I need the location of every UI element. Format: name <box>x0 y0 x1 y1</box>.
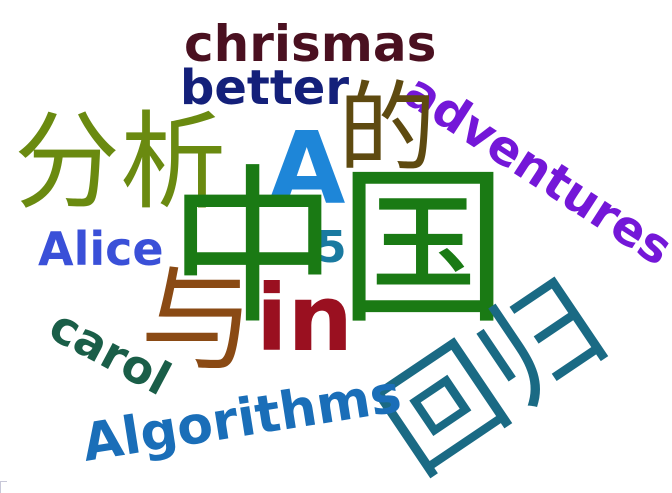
word-chrismas: chrismas <box>184 15 437 73</box>
word-fenxi: 分析 <box>14 101 226 224</box>
image-corner-mark <box>0 481 7 493</box>
word-better: better <box>180 60 350 116</box>
word-5: 5 <box>316 222 347 273</box>
word-de: 的 <box>338 72 437 186</box>
word-yu: 与 <box>140 254 255 387</box>
word-zhongguo: 中国 <box>168 150 509 348</box>
word-A: A <box>268 110 346 227</box>
word-in: in <box>256 265 354 372</box>
word-alice: Alice <box>38 222 164 276</box>
